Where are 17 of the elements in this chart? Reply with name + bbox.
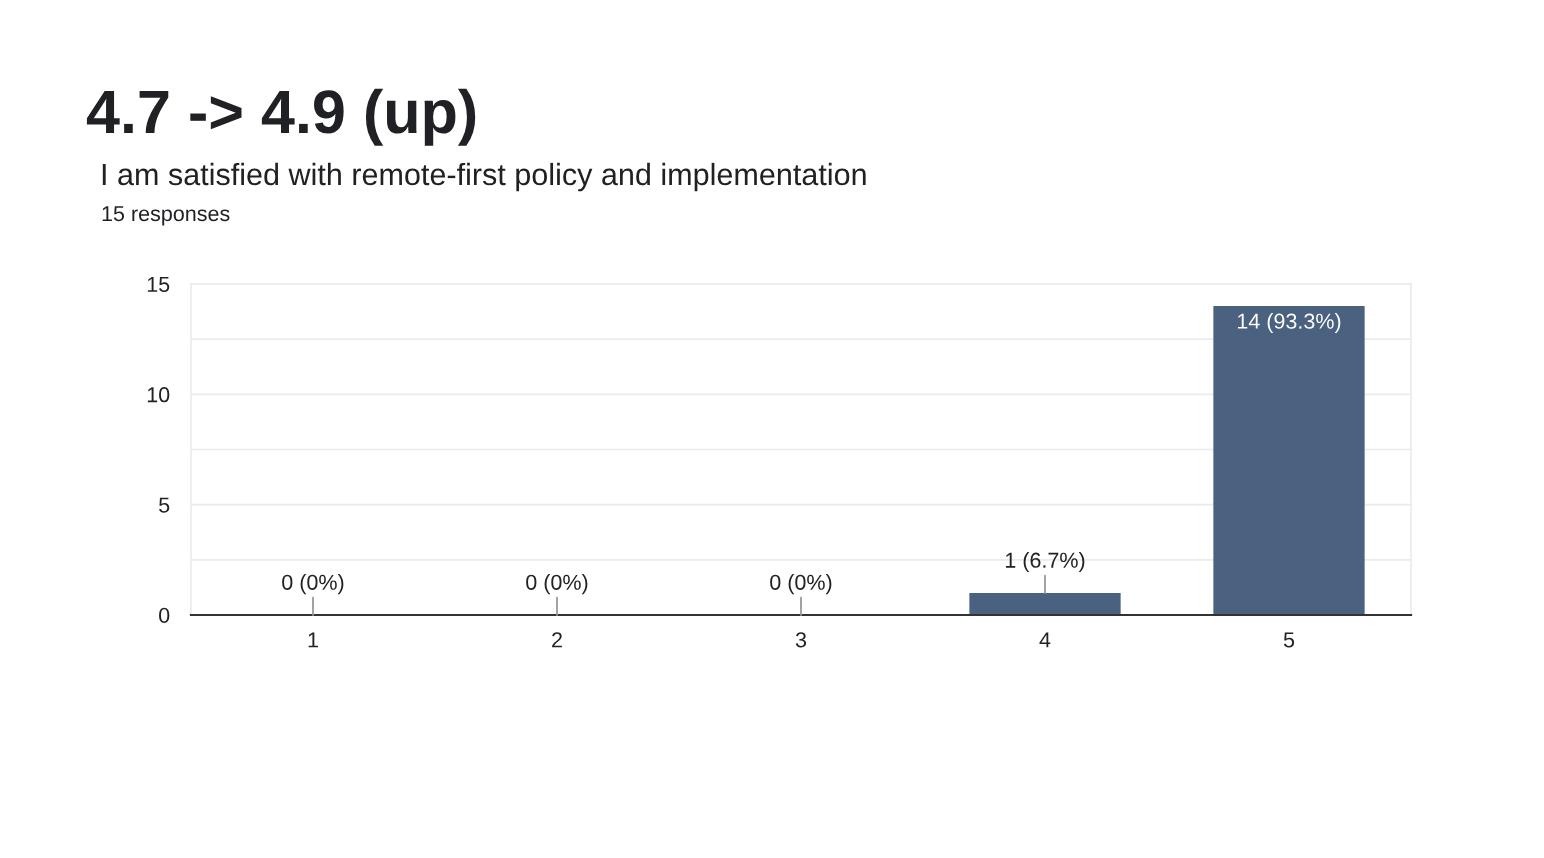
x-tick-label: 3 <box>795 632 807 648</box>
text: 15 responses <box>102 206 230 226</box>
data-label: 0 (0%) <box>526 574 588 595</box>
data-label: 1 (6.7%) <box>1005 552 1085 573</box>
y-tick-label: 10 <box>147 387 170 403</box>
x-tick-label: 5 <box>1283 632 1295 648</box>
x-tick-label: 2 <box>552 632 562 648</box>
chart-subtitle: I am satisfied with remote-first policy and implementation <box>102 162 866 192</box>
x-tick-label: 1 <box>308 632 318 648</box>
y-tick-label: 5 <box>159 497 170 513</box>
data-label: 14 (93.3%) <box>1237 313 1341 334</box>
x-tick-label: 4 <box>1039 632 1051 648</box>
data-label: 0 (0%) <box>282 574 344 595</box>
data-label: 0 (0%) <box>770 574 832 595</box>
y-tick-label: 15 <box>147 276 170 293</box>
y-tick-label: 0 <box>159 607 170 624</box>
chart-title: 4.7 -> 4.9 (up) <box>86 88 476 146</box>
